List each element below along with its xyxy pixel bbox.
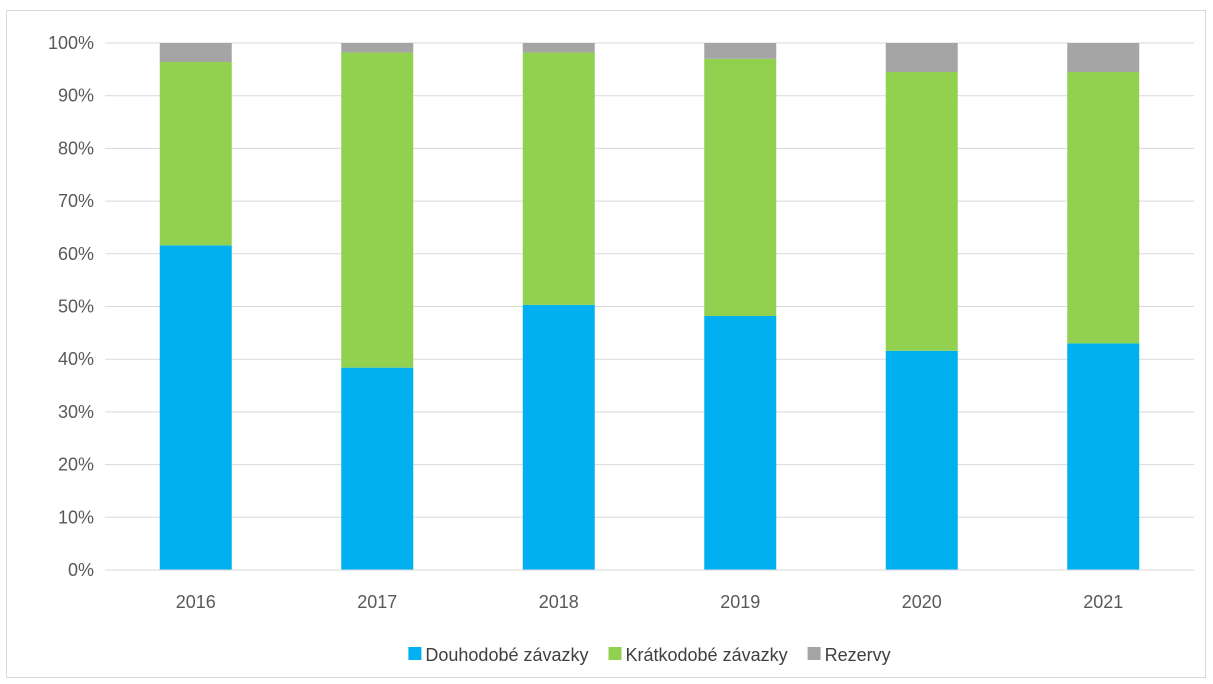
legend-label: Krátkodobé závazky (626, 645, 788, 665)
bar-2020-series-1 (885, 71, 958, 351)
bar-2017-series-0 (341, 367, 414, 570)
bar-2019-series-2 (704, 43, 777, 59)
bar-2016-series-2 (159, 43, 232, 62)
legend: Douhodobé závazky Krátkodobé závazky Rezer… (408, 645, 891, 665)
bar-2020-series-2 (885, 43, 958, 72)
y-tick-label: 10% (58, 507, 94, 527)
x-tick-label: 2017 (357, 592, 397, 612)
bar-2016-series-0 (159, 245, 232, 571)
x-tick-label: 2019 (720, 592, 760, 612)
bar-2021-series-1 (1067, 71, 1140, 344)
y-tick-label: 30% (58, 402, 94, 422)
legend-label: Douhodobé závazky (425, 645, 588, 665)
bar-2021-series-2 (1067, 43, 1140, 72)
gridlines (105, 42, 1194, 518)
y-tick-label: 70% (58, 191, 94, 211)
legend-swatch (608, 647, 622, 660)
bar-2018-series-1 (522, 52, 595, 305)
bar-2016-series-1 (159, 61, 232, 246)
bar-2020-series-0 (885, 350, 958, 570)
x-tick-label: 2016 (176, 592, 216, 612)
bar-2021-series-0 (1067, 343, 1140, 570)
bar-2018-series-0 (522, 304, 595, 570)
y-tick-label: 50% (58, 297, 94, 317)
x-tick-label: 2018 (539, 592, 579, 612)
x-tick-label: 2020 (902, 592, 942, 612)
bars (159, 43, 1140, 571)
y-tick-label: 40% (58, 349, 94, 369)
bar-2017-series-2 (341, 43, 414, 53)
y-tick-label: 60% (58, 244, 94, 264)
y-tick-label: 20% (58, 455, 94, 475)
y-axis: 0% 10% 20% 30% 40% 50% 60% 70% 80% 90% 100% (48, 33, 94, 580)
bar-2018-series-2 (522, 43, 595, 53)
x-axis: 2016 2017 2018 2019 2020 2021 (176, 592, 1124, 612)
y-tick-label: 80% (58, 138, 94, 158)
y-tick-label: 100% (48, 33, 94, 53)
y-tick-label: 90% (58, 86, 94, 106)
bar-2019-series-1 (704, 58, 777, 316)
legend-swatch (408, 647, 422, 660)
legend-label: Rezervy (825, 645, 891, 665)
bar-2017-series-1 (341, 52, 414, 368)
x-tick-label: 2021 (1083, 592, 1123, 612)
bar-2019-series-0 (704, 315, 777, 570)
legend-swatch (807, 647, 821, 660)
y-tick-label: 0% (68, 560, 94, 580)
